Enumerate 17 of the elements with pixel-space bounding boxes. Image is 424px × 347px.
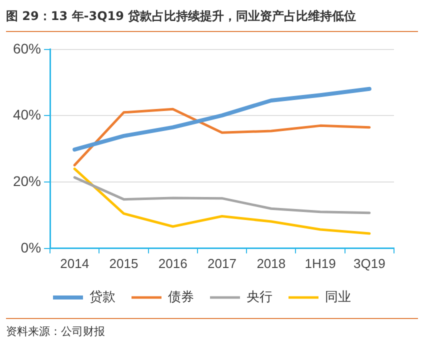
y-tick-label: 20% <box>12 172 42 189</box>
y-tick-label: 60% <box>12 40 42 56</box>
legend-label: 央行 <box>246 290 272 305</box>
y-tick-label: 0% <box>20 239 42 256</box>
x-tick-label: 2018 <box>256 256 286 271</box>
x-tick-label: 2015 <box>109 256 138 271</box>
x-tick-label: 2016 <box>158 256 188 271</box>
legend-label: 贷款 <box>90 290 116 305</box>
y-tick-label: 40% <box>12 106 42 123</box>
legend-label: 债券 <box>168 290 194 305</box>
chart-title: 图 29：13 年-3Q19 贷款占比持续提升，同业资产占比维持低位 <box>6 8 418 32</box>
x-tick-label: 2017 <box>208 256 236 271</box>
legend-label: 同业 <box>325 290 351 305</box>
x-tick-label: 1H19 <box>304 256 336 271</box>
x-tick-label: 2014 <box>60 256 90 271</box>
text: 资料来源：公司财报 <box>6 318 418 339</box>
x-tick-label: 3Q19 <box>354 256 386 271</box>
